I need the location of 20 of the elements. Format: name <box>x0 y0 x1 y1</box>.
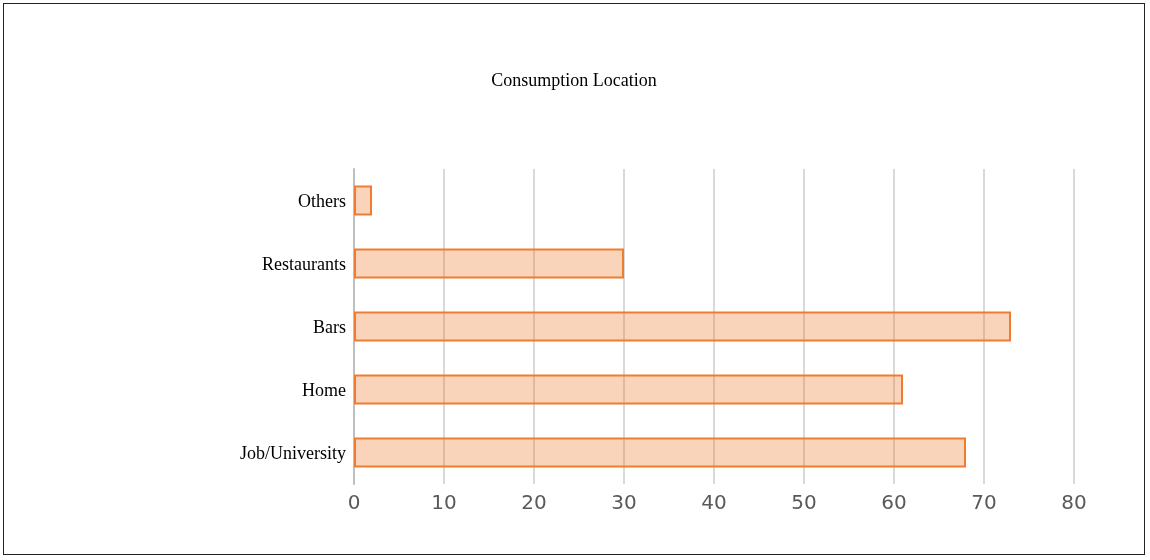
x-tick-label: 70 <box>971 490 997 514</box>
x-tick-label: 0 <box>347 490 361 514</box>
y-tick-label: Others <box>298 190 346 211</box>
bar <box>354 311 1011 342</box>
chart-title: Consumption Location <box>491 70 657 90</box>
bar <box>354 374 903 405</box>
bar <box>354 248 624 279</box>
y-tick-label: Restaurants <box>262 253 346 274</box>
y-tick-label: Home <box>302 379 346 400</box>
x-tick-label: 80 <box>1061 490 1087 514</box>
x-tick-label: 60 <box>881 490 907 514</box>
y-tick-label: Bars <box>313 316 346 337</box>
x-tick-label: 50 <box>791 490 817 514</box>
bar <box>354 185 372 216</box>
x-tick-label: 10 <box>431 490 457 514</box>
x-tick-label: 30 <box>611 490 637 514</box>
x-tick-label: 40 <box>701 490 727 514</box>
x-tick-label: 20 <box>521 490 547 514</box>
y-tick-label: Job/University <box>240 442 346 463</box>
bar <box>354 437 966 468</box>
